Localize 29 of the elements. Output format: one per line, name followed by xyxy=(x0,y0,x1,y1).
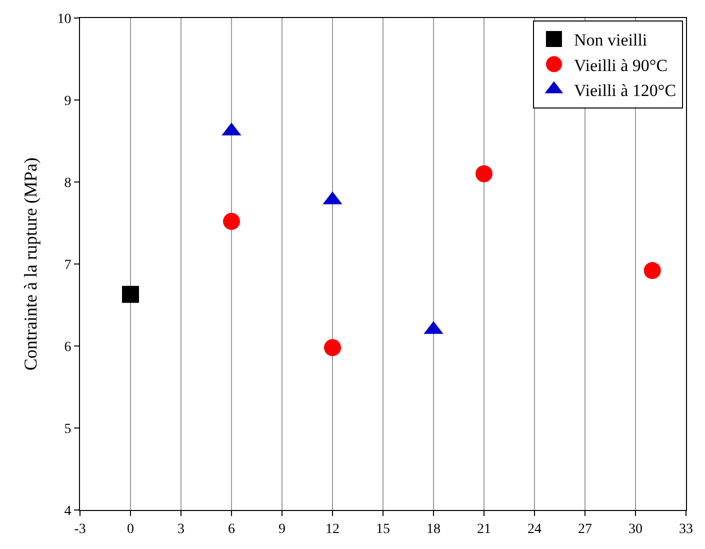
x-tick-label: 3 xyxy=(178,522,184,537)
point xyxy=(476,165,492,182)
y-tick-label: 9 xyxy=(64,94,72,109)
point xyxy=(644,262,661,280)
x-tick-label: 21 xyxy=(477,522,491,537)
legend-label: Vieilli à 90°C xyxy=(574,56,668,75)
y-tick-label: 4 xyxy=(64,504,72,519)
x-tick-label: 27 xyxy=(578,522,592,537)
y-tick-label: 10 xyxy=(57,12,72,27)
x-tick-label: 9 xyxy=(278,522,286,537)
y-axis-title: Contrainte à la rupture (MPa) xyxy=(20,158,40,370)
x-tick-label: -3 xyxy=(74,522,86,537)
x-tick-label: 15 xyxy=(376,522,390,537)
y-tick-label: 6 xyxy=(64,340,72,355)
legend-label: Non vieilli xyxy=(574,30,648,50)
x-tick-label: 18 xyxy=(426,522,440,537)
y-tick-label: 5 xyxy=(64,422,72,437)
x-tick-label: 6 xyxy=(228,522,235,537)
x-tick-label: 0 xyxy=(127,522,134,537)
legend-label: Vieilli à 120°C xyxy=(574,80,676,100)
y-tick-label: 7 xyxy=(64,258,72,273)
x-tick-label: 12 xyxy=(326,522,340,537)
point xyxy=(324,339,341,356)
x-tick-label: 33 xyxy=(679,522,693,537)
point xyxy=(223,212,240,230)
x-tick-label: 24 xyxy=(528,522,542,537)
point xyxy=(122,286,139,303)
y-tick-label: 8 xyxy=(64,176,72,191)
x-tick-label: 30 xyxy=(628,522,642,537)
